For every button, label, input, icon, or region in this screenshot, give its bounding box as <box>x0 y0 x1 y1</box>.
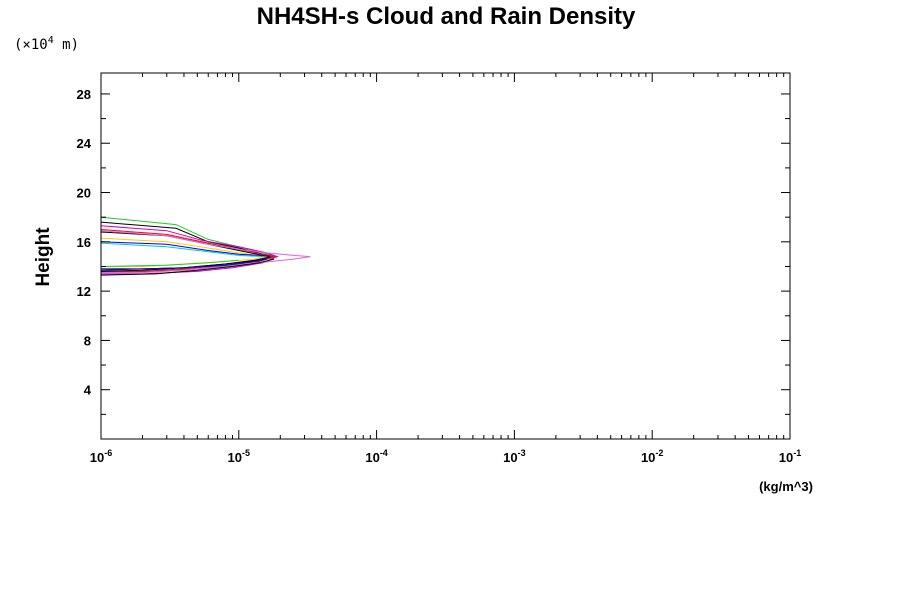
series-line-7 <box>100 241 271 258</box>
y-scale-suffix: m) <box>54 37 79 53</box>
x-tick-base: 10 <box>365 450 379 465</box>
y-axis-label: Height <box>33 227 54 287</box>
series-line-9 <box>100 230 311 274</box>
series-layer <box>100 216 311 276</box>
x-tick-base: 10 <box>503 450 517 465</box>
x-tick-base: 10 <box>228 450 242 465</box>
y-tick-label: 16 <box>77 235 91 250</box>
x-tick-exponent: -2 <box>655 448 663 458</box>
x-tick-base: 10 <box>779 450 793 465</box>
y-tick-label: 28 <box>77 87 91 102</box>
y-scale-exponent: 4 <box>48 35 54 46</box>
y-tick-label: 4 <box>84 383 92 398</box>
y-scale-prefix: (×10 <box>14 37 48 53</box>
y-tick-label: 12 <box>77 284 91 299</box>
y-tick-label: 24 <box>77 136 92 151</box>
y-scale-note: (×104 m) <box>14 35 79 53</box>
x-tick-label: 10-1 <box>779 448 801 465</box>
series-line-12 <box>100 258 275 276</box>
series-line-11 <box>100 259 239 267</box>
series-line-10 <box>100 258 267 271</box>
y-tick-label: 20 <box>77 186 91 201</box>
y-tick-label: 8 <box>84 333 91 348</box>
x-tick-exponent: -3 <box>518 448 526 458</box>
plot-frame <box>100 72 791 440</box>
x-tick-label: 10-3 <box>503 448 525 465</box>
chart-title: NH4SH-s Cloud and Rain Density <box>257 3 636 30</box>
x-axis-unit: (kg/m^3) <box>759 479 813 494</box>
series-line-4 <box>100 229 276 272</box>
x-tick-base: 10 <box>90 450 104 465</box>
x-tick-exponent: -1 <box>793 448 801 458</box>
series-line-8 <box>100 242 264 258</box>
x-tick-exponent: -6 <box>104 448 112 458</box>
x-tick-label: 10-2 <box>641 448 663 465</box>
x-tick-label: 10-4 <box>365 448 387 465</box>
x-tick-label: 10-6 <box>90 448 112 465</box>
x-tick-exponent: -4 <box>380 448 388 458</box>
x-tick-exponent: -5 <box>242 448 250 458</box>
x-tick-label: 10-5 <box>228 448 250 465</box>
x-tick-base: 10 <box>641 450 655 465</box>
